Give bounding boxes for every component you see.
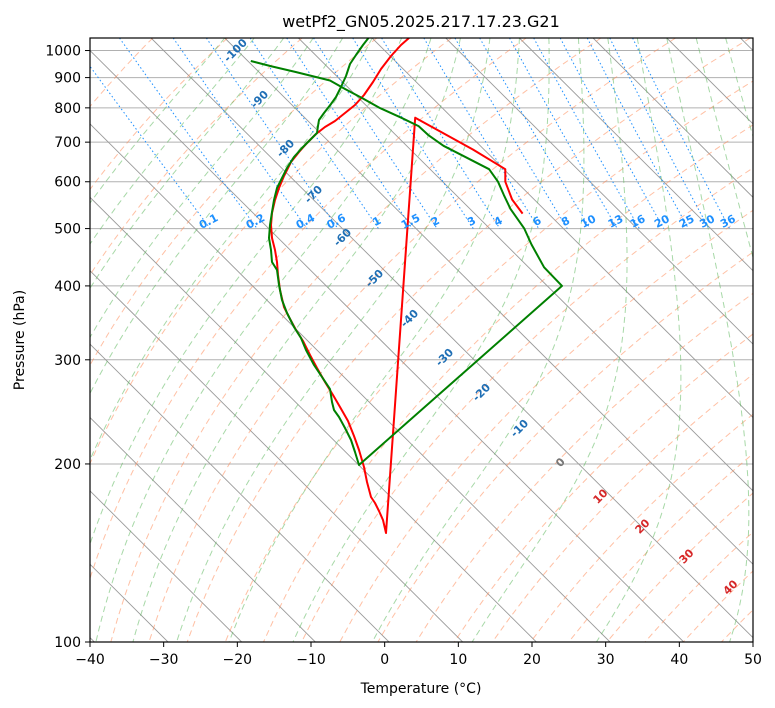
dry-adiabat	[186, 38, 751, 642]
x-tick-label: 10	[449, 652, 467, 668]
mixing-ratio-label: 30	[697, 212, 717, 231]
isotherm-line	[90, 343, 390, 642]
moist-adiabat	[695, 38, 753, 260]
moist-adiabat	[95, 38, 432, 642]
moist-adiabat	[371, 38, 585, 642]
moist-adiabat	[292, 38, 550, 642]
dry-adiabat	[491, 373, 753, 642]
x-tick-label: −20	[223, 652, 253, 668]
mixing-ratio-label: 20	[652, 212, 672, 231]
mixing-ratio-line	[509, 38, 618, 229]
moist-adiabat	[90, 38, 344, 395]
dry-adiabat	[453, 333, 753, 642]
moist-adiabat	[132, 38, 461, 642]
mixing-ratio-label: 10	[579, 212, 599, 231]
mixing-ratio-lines	[90, 38, 731, 229]
y-tick-label: 200	[54, 457, 81, 473]
x-tick-label: 20	[523, 652, 541, 668]
sounding-profiles	[250, 38, 563, 534]
y-tick-label: 600	[54, 175, 81, 191]
isotherm-line	[150, 38, 753, 639]
isotherm-line	[90, 490, 243, 642]
moist-adiabat	[725, 38, 753, 139]
moist-adiabat	[90, 38, 255, 245]
y-tick-label: 1000	[45, 44, 81, 60]
x-tick-label: −30	[149, 652, 179, 668]
mixing-ratio-line	[286, 38, 413, 229]
dewpoint-profile	[250, 38, 563, 466]
moist-adiabat	[176, 38, 491, 642]
mixing-ratio-label: 25	[677, 212, 697, 231]
dry-adiabat	[377, 251, 753, 642]
x-tick-label: 0	[380, 652, 389, 668]
mixing-ratio-label: 16	[628, 212, 648, 231]
mixing-ratio-line	[381, 38, 501, 229]
x-tick-label: 40	[670, 652, 688, 668]
moist-adiabat	[90, 38, 226, 204]
dry-adiabat	[415, 292, 753, 642]
isotherm-line	[90, 270, 464, 642]
isotherm-line	[519, 38, 753, 272]
isotherm-line	[592, 38, 753, 198]
y-tick-label: 900	[54, 71, 81, 87]
dry-adiabat	[263, 124, 753, 642]
y-tick-label: 800	[54, 101, 81, 117]
x-tick-label: −10	[296, 652, 326, 668]
mixing-ratio-line	[533, 38, 640, 229]
moist-adiabat	[666, 38, 750, 642]
dry-adiabat	[301, 167, 753, 642]
mixing-ratio-line	[119, 38, 258, 229]
skewed-isotherms	[90, 38, 753, 642]
isotherm-line	[445, 38, 753, 345]
mixing-ratio-line	[313, 38, 438, 229]
moist-adiabat	[228, 38, 520, 642]
moist-adiabat	[90, 38, 373, 462]
isotherm-line	[371, 38, 753, 419]
mixing-ratio-label: 36	[718, 212, 738, 231]
y-tick-label: 100	[54, 635, 81, 651]
dry-adiabat	[224, 80, 753, 642]
x-tick-label: −40	[75, 652, 105, 668]
isotherm-line	[90, 49, 685, 642]
x-axis-ticks: −40 −30 −20 −10 0 10 20 30 40 50	[75, 642, 762, 668]
dry-adiabat	[90, 38, 228, 191]
dry-adiabat	[148, 38, 676, 642]
isotherm-line	[90, 123, 611, 642]
mixing-ratio-line	[172, 38, 308, 229]
x-tick-label: 30	[597, 652, 615, 668]
dry-adiabat	[110, 38, 602, 642]
moist-adiabat	[90, 38, 285, 290]
dry-adiabat	[339, 209, 753, 642]
mixing-ratio-line	[559, 38, 665, 229]
moist-adiabat	[90, 38, 403, 546]
mixing-ratio-label: 13	[606, 212, 626, 231]
mixing-ratio-line	[249, 38, 379, 229]
x-tick-label: 50	[744, 652, 762, 668]
isotherm-line	[298, 38, 753, 492]
mixing-ratio-line	[205, 38, 339, 229]
y-tick-label: 400	[54, 279, 81, 295]
isotherm-line	[224, 38, 753, 565]
moist-adiabat	[595, 38, 682, 642]
plot-frame	[89, 37, 754, 643]
y-tick-label: 500	[54, 222, 81, 238]
chart-title: wetPf2_GN05.2025.217.17.23.G21	[282, 12, 560, 32]
x-axis-label: Temperature (°C)	[360, 681, 482, 697]
mixing-ratio-line	[90, 65, 211, 229]
moist-adiabat	[90, 38, 314, 339]
moist-adiabats	[90, 38, 753, 642]
y-tick-label: 700	[54, 135, 81, 151]
moist-adiabat	[471, 38, 628, 642]
isotherm-line	[90, 196, 537, 642]
dry-adiabats	[90, 38, 753, 642]
mixing-ratio-line	[632, 38, 731, 229]
y-axis-ticks: 100 200 300 400 500 600 700 800 900 1000	[45, 44, 90, 651]
y-axis-label: Pressure (hPa)	[12, 290, 28, 390]
dry-adiabat	[90, 38, 527, 581]
dry-adiabat	[90, 38, 303, 276]
isotherm-line	[90, 416, 316, 642]
y-tick-label: 300	[54, 353, 81, 369]
